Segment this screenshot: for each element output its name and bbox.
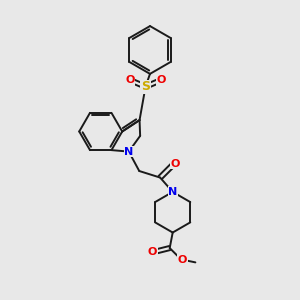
Text: N: N <box>124 147 134 157</box>
Text: O: O <box>156 75 166 85</box>
Text: O: O <box>178 255 187 265</box>
Text: O: O <box>125 75 135 85</box>
Text: O: O <box>148 247 157 256</box>
Text: N: N <box>168 187 177 197</box>
Text: O: O <box>171 158 180 169</box>
Text: S: S <box>141 80 150 93</box>
